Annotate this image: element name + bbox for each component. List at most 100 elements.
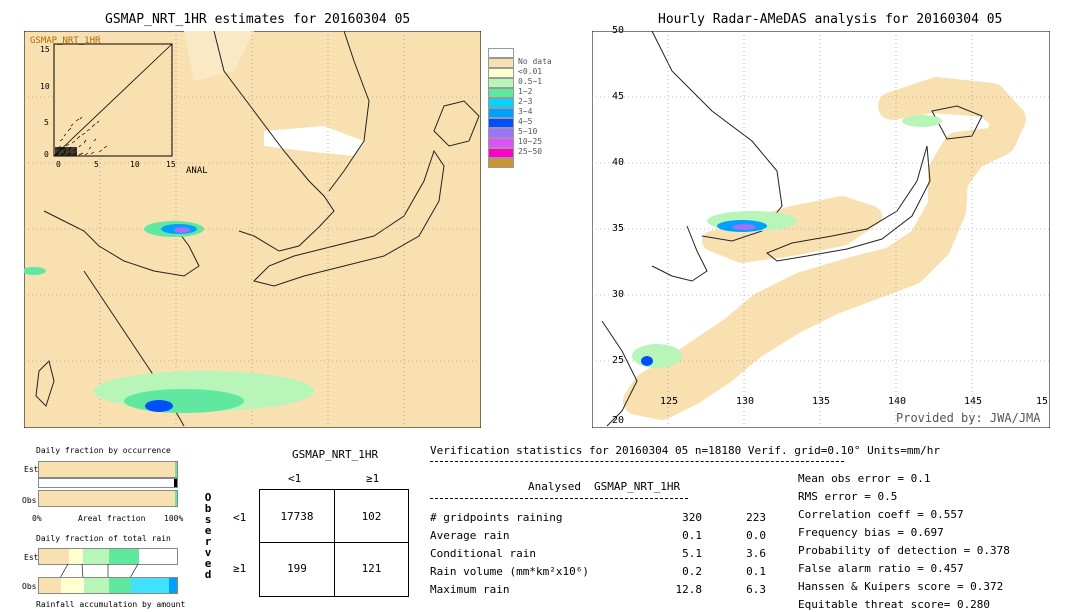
- right-coastline-korea: [651, 225, 708, 282]
- legend-label: 3~4: [518, 107, 533, 116]
- occurrence-est-label: Est: [24, 465, 39, 474]
- stat-analysed-value: 320: [682, 511, 702, 524]
- occurrence-gap-bar: [38, 478, 178, 488]
- right-coastline-honshu: [766, 145, 931, 262]
- stat-analysed-value: 12.8: [675, 583, 703, 596]
- observed-letter: d: [204, 568, 212, 581]
- right-rain-north: [902, 115, 942, 127]
- left-rain-mid-south: [124, 389, 244, 413]
- right-lat-20: 20: [612, 415, 625, 426]
- contingency-col-ge1: ≥1: [366, 472, 380, 485]
- accumulation-title: Rainfall accumulation by amount: [36, 600, 186, 609]
- legend-swatch: [488, 78, 514, 88]
- score-line: Probability of detection = 0.378: [798, 544, 1010, 557]
- legend-swatch: [488, 148, 514, 158]
- contingency-cell-c: 199: [287, 562, 307, 575]
- scatter-inset-label: GSMAP_NRT_1HR: [30, 36, 101, 46]
- verification-subdivider: [430, 498, 688, 499]
- total-rain-obs-bar: [38, 577, 178, 594]
- total-rain-obs-seg-1: [39, 578, 61, 593]
- right-coastline-china: [601, 320, 638, 427]
- legend-label: 25~50: [518, 147, 543, 156]
- legend-swatch: [488, 158, 514, 168]
- column-gsmap: GSMAP_NRT_1HR: [594, 480, 681, 493]
- total-rain-est-label: Est: [24, 553, 39, 562]
- right-coastline-hokkaido: [931, 105, 983, 140]
- right-rain-south-core: [641, 356, 653, 366]
- right-lat-40: 40: [612, 157, 625, 168]
- left-coastline-korea: [43, 210, 200, 277]
- score-line: Correlation coeff = 0.557: [798, 508, 964, 521]
- right-map-title: Hourly Radar-AMeDAS analysis for 2016030…: [658, 12, 1003, 27]
- scatter-x-label: ANAL: [186, 166, 208, 176]
- verification-header: Verification statistics for 20160304 05 …: [430, 444, 940, 457]
- right-lat-50: 50: [612, 25, 625, 36]
- stat-label: Rain volume (mm*km²x10⁶): [430, 565, 589, 578]
- stat-analysed-value: 5.1: [682, 547, 702, 560]
- total-rain-est-bar: [38, 548, 178, 565]
- stat-label: Average rain: [430, 529, 510, 542]
- scatter-inset: [53, 43, 173, 157]
- observed-letter: r: [204, 535, 212, 548]
- left-rain-peak-korea: [174, 227, 190, 233]
- right-lon-125: 125: [660, 396, 679, 407]
- total-rain-obs-seg-5: [131, 578, 169, 593]
- right-rain-peak: [732, 224, 756, 230]
- total-rain-est-seg-3: [83, 549, 109, 564]
- scatter-dense-cluster: [55, 147, 77, 156]
- scatter-ytick-10: 10: [40, 82, 50, 91]
- score-line: Equitable threat score= 0.280: [798, 598, 991, 611]
- score-line: Hanssen & Kuipers score = 0.372: [798, 580, 1004, 593]
- stat-analysed-value: 0.1: [682, 529, 702, 542]
- stat-gsmap-value: 223: [746, 511, 766, 524]
- occurrence-obs-bar: [38, 490, 178, 507]
- occurrence-title: Daily fraction by occurrence: [36, 446, 171, 455]
- observed-letter: b: [204, 502, 212, 515]
- right-coastline-continent: [651, 31, 783, 242]
- contingency-cell-b: 102: [361, 510, 382, 523]
- occurrence-est-bar: [38, 461, 178, 478]
- stat-label: Conditional rain: [430, 547, 536, 560]
- left-rain-west: [24, 267, 46, 275]
- scatter-xtick-15: 15: [166, 160, 176, 169]
- data-credit: Provided by: JWA/JMA: [896, 411, 1041, 425]
- observed-letter: e: [204, 524, 212, 537]
- right-lat-35: 35: [612, 223, 625, 234]
- left-map-title: GSMAP_NRT_1HR estimates for 20160304 05: [105, 12, 411, 27]
- right-lon-130: 130: [736, 396, 755, 407]
- occurrence-obs-label: Obs: [22, 496, 37, 505]
- scatter-xtick-5: 5: [94, 160, 99, 169]
- verification-divider: [430, 461, 844, 462]
- contingency-row-ge1: ≥1: [233, 562, 247, 575]
- scatter-ytick-5: 5: [44, 118, 49, 127]
- legend-swatch: [488, 88, 514, 98]
- stat-gsmap-value: 0.0: [746, 529, 766, 542]
- total-rain-title: Daily fraction of total rain: [36, 534, 171, 543]
- scatter-ytick-15: 15: [40, 45, 50, 54]
- column-analysed: Analysed: [528, 480, 581, 493]
- stat-analysed-value: 0.2: [682, 565, 702, 578]
- right-lon-145: 145: [964, 396, 983, 407]
- contingency-grid: 17738 102 199 121: [259, 489, 409, 597]
- contingency-row-lt1: <1: [233, 511, 247, 524]
- total-rain-obs-seg-3: [84, 578, 109, 593]
- legend-swatch: [488, 128, 514, 138]
- left-nodata-patch-2: [184, 31, 254, 81]
- total-rain-est-seg-1: [39, 549, 69, 564]
- occurrence-axis-mid: Areal fraction: [78, 514, 146, 523]
- right-map: [592, 31, 1050, 428]
- right-lon-135: 135: [812, 396, 831, 407]
- legend-label: <0.01: [518, 67, 543, 76]
- right-lat-30: 30: [612, 289, 625, 300]
- score-line: False alarm ratio = 0.457: [798, 562, 964, 575]
- legend-label: 1~2: [518, 87, 533, 96]
- stat-gsmap-value: 0.1: [746, 565, 766, 578]
- legend-swatch: [488, 48, 514, 58]
- legend-label: 10~25: [518, 137, 543, 146]
- legend-swatch: [488, 118, 514, 128]
- scatter-ytick-0: 0: [44, 150, 49, 159]
- legend-label: 4~5: [518, 117, 533, 126]
- legend-label: 0.5~1: [518, 77, 543, 86]
- scatter-xtick-10: 10: [130, 160, 140, 169]
